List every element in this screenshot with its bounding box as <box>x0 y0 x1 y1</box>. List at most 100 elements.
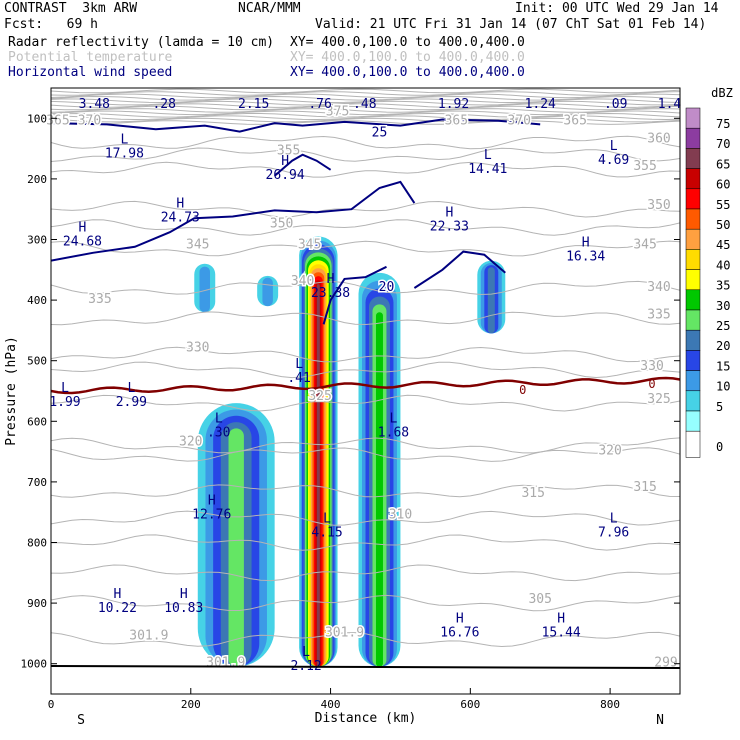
extremum-marker: L <box>127 381 135 396</box>
top-extremum-value: .48 <box>353 97 376 112</box>
field1-name: Radar reflectivity (lamda = 10 cm) <box>8 35 275 50</box>
colorbar-level-label: 30 <box>716 299 730 313</box>
extremum-marker: L <box>484 148 492 163</box>
ground-line <box>50 665 681 669</box>
extremum-value: 16.76 <box>440 625 479 640</box>
theta-contour-line <box>51 311 680 326</box>
extremum-value: 17.98 <box>105 147 144 162</box>
theta-label: 345 <box>633 238 656 253</box>
extremum-marker: H <box>456 611 464 626</box>
theta-label: 330 <box>186 341 209 356</box>
top-extremum-value: 2.15 <box>238 97 269 112</box>
extremum-value: 22.33 <box>430 219 469 234</box>
colorbar-level-label: 50 <box>716 218 730 232</box>
model-title: CONTRAST 3km ARW <box>4 1 138 16</box>
theta-contour-line <box>51 631 680 648</box>
freezing-level <box>51 376 680 395</box>
theta-label: 310 <box>389 507 412 522</box>
y-tick-label: 200 <box>27 173 47 186</box>
wind-label: 25 <box>372 125 388 140</box>
extremum-value: .30 <box>207 425 230 440</box>
theta-label: 330 <box>640 359 663 374</box>
reflectivity-cell-1 <box>375 312 383 667</box>
theta-label: 345 <box>298 238 321 253</box>
wind-label: 20 <box>379 280 395 295</box>
theta-contour-line <box>50 120 681 125</box>
extremum-marker: H <box>327 272 335 287</box>
extremum-marker: L <box>610 511 618 526</box>
theta-contour-line <box>50 93 681 99</box>
colorbar-level-label: 70 <box>716 137 730 151</box>
theta-label: 320 <box>598 444 621 459</box>
top-extremum-value: .09 <box>604 97 627 112</box>
y-tick-label: 700 <box>27 476 47 489</box>
colorbar-level-label: 25 <box>716 319 730 333</box>
extremum-value: 1.99 <box>49 395 80 410</box>
theta-contour-line <box>51 534 680 551</box>
valid-time: Valid: 21 UTC Fri 31 Jan 14 (07 ChT Sat … <box>315 17 707 32</box>
theta-label: 355 <box>633 159 656 174</box>
theta-label: 315 <box>521 486 544 501</box>
extremum-value: 10.83 <box>164 601 203 616</box>
extremum-marker: L <box>302 645 310 660</box>
field2-name: Potential temperature <box>8 50 173 65</box>
colorbar-swatch-empty <box>685 430 701 458</box>
theta-contour-line <box>50 103 681 108</box>
top-extremum-value: .76 <box>308 97 331 112</box>
theta-label: 325 <box>308 389 331 404</box>
theta-contour-line <box>51 240 680 257</box>
extremum-marker: H <box>445 205 453 220</box>
colorbar-swatch <box>685 309 701 331</box>
wind-contour-line <box>273 153 332 177</box>
y-tick-label: 500 <box>27 355 47 368</box>
y-tick-label: 300 <box>27 234 47 247</box>
theta-contour-line <box>51 564 680 582</box>
wind-contours <box>51 118 541 325</box>
theta-contour-line <box>51 394 680 412</box>
colorbar-level-label: 5 <box>716 400 723 414</box>
theta-contour-line <box>50 105 681 111</box>
theta-contour-line <box>51 361 680 379</box>
colorbar-swatch <box>685 370 701 392</box>
extremum-value: 7.96 <box>598 525 629 540</box>
colorbar-level-label: 65 <box>716 157 730 171</box>
freezing-label: 0 <box>648 377 655 391</box>
reflectivity-cell-4 <box>262 277 273 307</box>
extremum-value: 23.38 <box>311 286 350 301</box>
theta-contour-line <box>50 110 681 116</box>
y-tick-label: 600 <box>27 415 47 428</box>
init-time: Init: 00 UTC Wed 29 Jan 14 <box>515 1 719 16</box>
theta-label: 340 <box>291 274 314 289</box>
extremum-marker: L <box>323 511 331 526</box>
theta-label: 365 <box>563 113 586 128</box>
top-extremum-value: .28 <box>152 97 175 112</box>
extremum-marker: L <box>295 357 303 372</box>
colorbar-swatch <box>685 107 701 129</box>
extremum-marker: H <box>557 611 565 626</box>
colorbar-swatch <box>685 410 701 432</box>
theta-contour-line <box>51 280 680 296</box>
x-end-label-right: N <box>656 713 664 728</box>
theta-contour-line <box>50 117 681 123</box>
colorbar-swatch <box>685 208 701 230</box>
colorbar-swatch <box>685 269 701 291</box>
theta-label: 335 <box>647 307 670 322</box>
theta-contour-line <box>50 91 681 96</box>
colorbar-swatch <box>685 350 701 371</box>
theta-contour-line <box>51 161 680 178</box>
colorbar-level-label: 55 <box>716 198 730 212</box>
colorbar-level-label: 0 <box>716 440 723 454</box>
extremum-marker: H <box>582 236 590 251</box>
reflectivity-cell-3 <box>199 266 210 313</box>
extremum-marker: L <box>610 139 618 154</box>
theta-label: 345 <box>186 238 209 253</box>
theta-label: 365 <box>46 113 69 128</box>
colorbar-unit: dBZ <box>711 86 733 100</box>
theta-contour-line <box>51 510 680 526</box>
top-theta-band <box>50 88 681 125</box>
theta-label: 325 <box>647 392 670 407</box>
extremum-value: 24.73 <box>161 210 200 225</box>
colorbar-level-label: 35 <box>716 279 730 293</box>
theta-label: 355 <box>277 144 300 159</box>
